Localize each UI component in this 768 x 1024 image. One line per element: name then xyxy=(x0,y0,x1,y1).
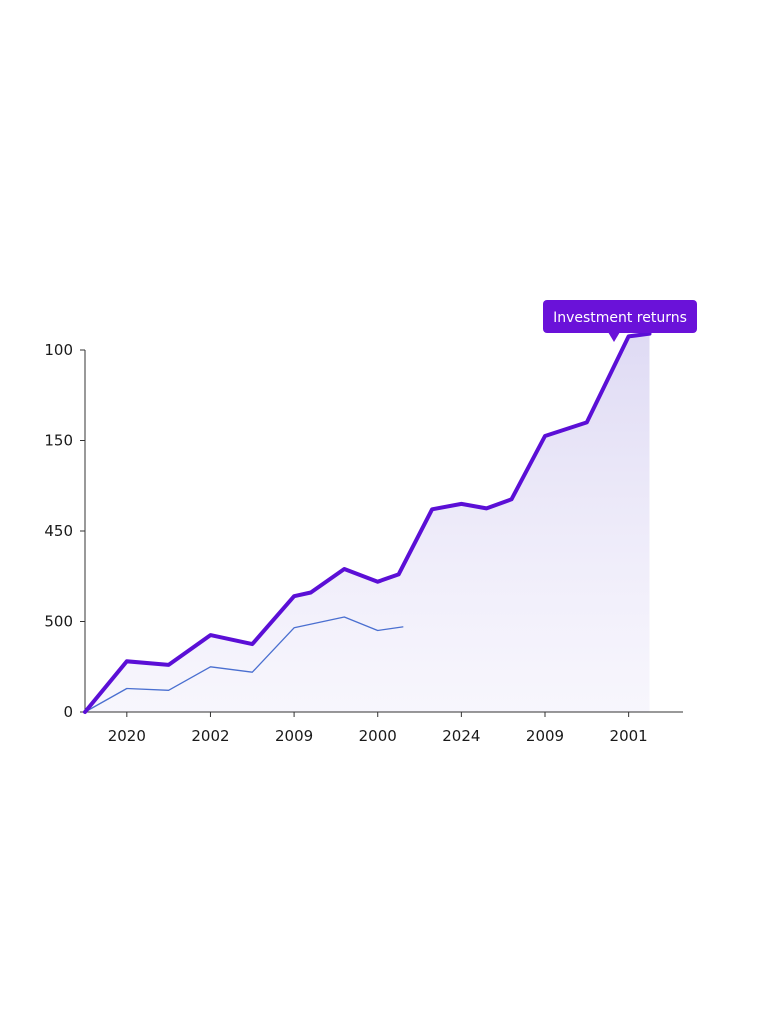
annotation-callout-text: Investment returns xyxy=(553,310,687,326)
x-tick-label: 2000 xyxy=(359,727,397,745)
x-tick-label: 2020 xyxy=(108,727,146,745)
y-tick-label: 100 xyxy=(44,341,73,359)
tick-layer: 100 150 450 500 0 2020 2002 2009 2000 2024 2009 200… xyxy=(44,341,647,745)
x-tick-label: 2001 xyxy=(610,727,648,745)
series-line-primary xyxy=(83,331,652,714)
area-under-line xyxy=(85,333,650,712)
series-layer xyxy=(83,331,652,714)
callout-pointer xyxy=(608,332,620,342)
x-tick-label: 2002 xyxy=(191,727,229,745)
x-tick-label: 2009 xyxy=(526,727,564,745)
x-tick-label: 2024 xyxy=(442,727,480,745)
x-tick-label: 2009 xyxy=(275,727,313,745)
y-tick-label: 450 xyxy=(44,522,73,540)
y-tick-label: 500 xyxy=(44,613,73,631)
annotation-callout-box xyxy=(543,300,697,333)
area-fill-layer xyxy=(85,333,650,712)
callout-layer: Investment returns xyxy=(543,300,697,342)
y-tick-label: 0 xyxy=(63,703,73,721)
series-line-secondary xyxy=(84,616,404,713)
y-tick-label: 150 xyxy=(44,432,73,450)
